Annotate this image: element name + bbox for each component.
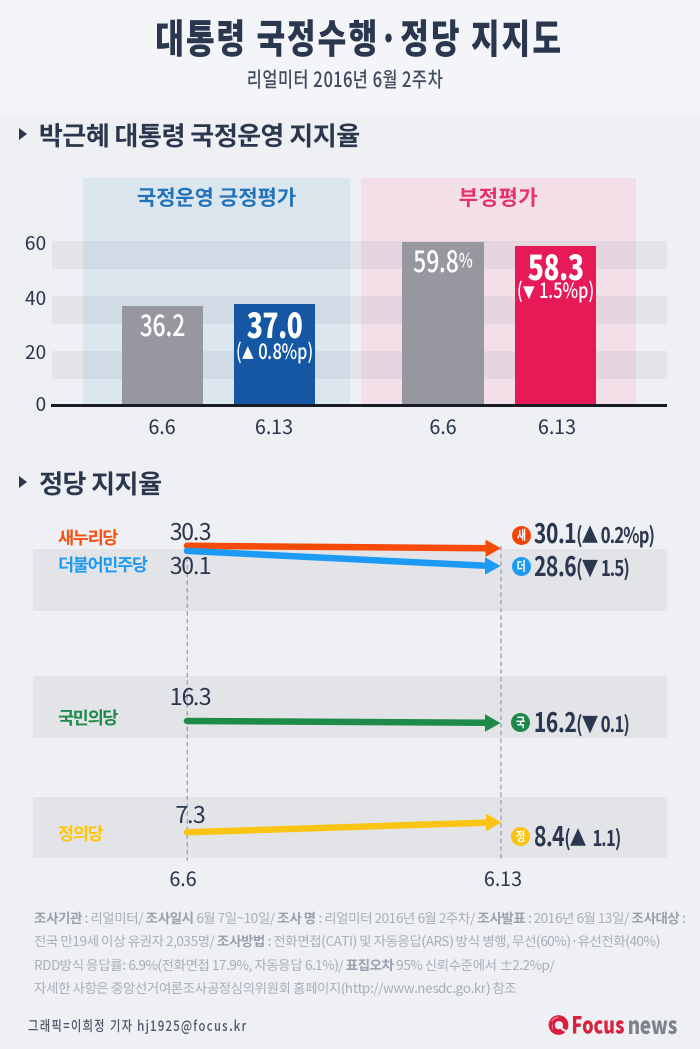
svg-text:Focus: Focus xyxy=(572,1012,625,1041)
svg-text:news: news xyxy=(628,1012,678,1041)
